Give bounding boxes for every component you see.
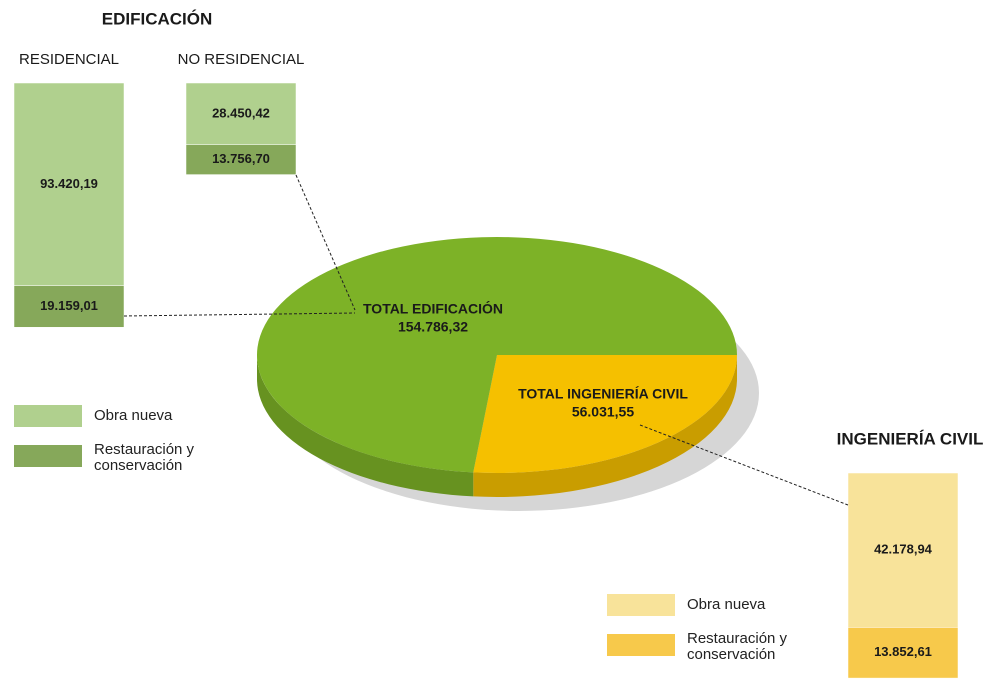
slice-value: 56.031,55 xyxy=(572,404,634,420)
pie-slice xyxy=(473,355,737,473)
bar-segment xyxy=(185,144,297,175)
legend-swatch xyxy=(14,405,82,427)
slice-value: 154.786,32 xyxy=(398,319,468,335)
pie-side xyxy=(257,355,474,497)
category-label: NO RESIDENCIAL xyxy=(178,51,305,68)
slice-label: TOTAL EDIFICACIÓN xyxy=(363,300,503,317)
category-label: RESIDENCIAL xyxy=(19,51,119,68)
legend-label: Restauración y conservación xyxy=(687,630,788,663)
bar-segment xyxy=(847,627,959,679)
bar-value: 93.420,19 xyxy=(40,176,98,191)
leader-line xyxy=(295,174,356,311)
bar-value: 13.756,70 xyxy=(212,151,270,166)
bar-value: 42.178,94 xyxy=(874,542,933,557)
bar-segment xyxy=(847,472,959,628)
bar-segment xyxy=(13,82,125,286)
chart-title: INGENIERÍA CIVIL xyxy=(837,429,984,448)
legend-label: Obra nueva xyxy=(94,407,173,424)
chart-title: EDIFICACIÓN xyxy=(102,9,213,28)
leader-line xyxy=(639,424,849,506)
legend-label: Obra nueva xyxy=(687,596,766,613)
pie-slice xyxy=(257,237,737,473)
legend-swatch xyxy=(14,445,82,467)
bar-value: 19.159,01 xyxy=(40,298,98,313)
bar-segment xyxy=(185,82,297,145)
legend-swatch xyxy=(607,634,675,656)
leader-line xyxy=(123,312,356,317)
bar-segment xyxy=(13,285,125,328)
bar-value: 28.450,42 xyxy=(212,105,270,120)
legend-swatch xyxy=(607,594,675,616)
legend-label: Restauración y conservación xyxy=(94,441,195,474)
slice-label: TOTAL INGENIERÍA CIVIL xyxy=(518,386,688,402)
pie-side xyxy=(473,355,737,497)
bar-value: 13.852,61 xyxy=(874,644,932,659)
